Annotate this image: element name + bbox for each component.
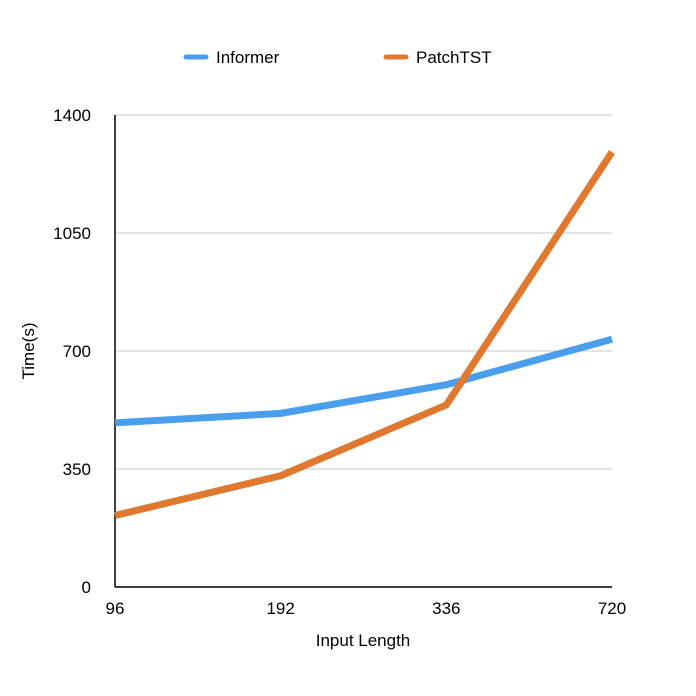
series-lines <box>114 150 615 519</box>
legend: Informer PatchTST <box>183 48 492 67</box>
gridlines <box>115 114 612 470</box>
y-tick-label: 1050 <box>53 224 91 243</box>
y-tick-label: 700 <box>63 342 91 361</box>
series-line-informer <box>114 335 613 427</box>
y-tick-labels: 0 350 700 1050 1400 <box>53 106 91 597</box>
x-axis-label: Input Length <box>316 631 411 650</box>
series-line-patchtst <box>114 150 615 519</box>
x-tick-label: 720 <box>598 599 626 618</box>
axes <box>114 115 612 588</box>
x-tick-label: 192 <box>266 599 294 618</box>
legend-label: Informer <box>216 48 280 67</box>
legend-label: PatchTST <box>416 48 492 67</box>
x-tick-label: 96 <box>106 599 125 618</box>
y-axis-label: Time(s) <box>19 323 38 380</box>
y-tick-label: 1400 <box>53 106 91 125</box>
x-tick-labels: 96 192 336 720 <box>106 599 627 618</box>
x-tick-label: 336 <box>432 599 460 618</box>
y-tick-label: 350 <box>63 460 91 479</box>
y-tick-label: 0 <box>82 578 91 597</box>
